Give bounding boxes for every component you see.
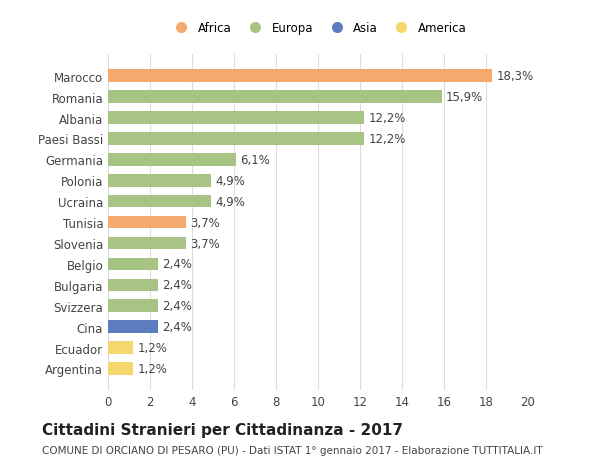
Text: 2,4%: 2,4%	[163, 300, 193, 313]
Text: 2,4%: 2,4%	[163, 279, 193, 291]
Bar	[108, 154, 236, 166]
Text: 2,4%: 2,4%	[163, 320, 193, 333]
Bar	[108, 196, 211, 208]
Bar	[108, 70, 492, 83]
Bar	[108, 237, 186, 250]
Text: 4,9%: 4,9%	[215, 195, 245, 208]
Bar	[108, 341, 133, 354]
Text: 12,2%: 12,2%	[368, 133, 406, 146]
Bar	[108, 91, 442, 104]
Text: 2,4%: 2,4%	[163, 258, 193, 271]
Bar	[108, 300, 158, 312]
Bar	[108, 133, 364, 146]
Text: COMUNE DI ORCIANO DI PESARO (PU) - Dati ISTAT 1° gennaio 2017 - Elaborazione TUT: COMUNE DI ORCIANO DI PESARO (PU) - Dati …	[42, 445, 542, 455]
Text: 12,2%: 12,2%	[368, 112, 406, 125]
Text: 4,9%: 4,9%	[215, 174, 245, 187]
Bar	[108, 279, 158, 291]
Text: 3,7%: 3,7%	[190, 237, 220, 250]
Bar	[108, 258, 158, 271]
Bar	[108, 321, 158, 333]
Bar	[108, 216, 186, 229]
Text: 1,2%: 1,2%	[137, 341, 167, 354]
Legend: Africa, Europa, Asia, America: Africa, Europa, Asia, America	[164, 17, 472, 40]
Bar	[108, 363, 133, 375]
Text: 3,7%: 3,7%	[190, 216, 220, 229]
Text: Cittadini Stranieri per Cittadinanza - 2017: Cittadini Stranieri per Cittadinanza - 2…	[42, 422, 403, 437]
Text: 18,3%: 18,3%	[497, 70, 533, 83]
Text: 15,9%: 15,9%	[446, 91, 484, 104]
Bar	[108, 174, 211, 187]
Text: 1,2%: 1,2%	[137, 362, 167, 375]
Bar	[108, 112, 364, 124]
Text: 6,1%: 6,1%	[240, 154, 270, 167]
